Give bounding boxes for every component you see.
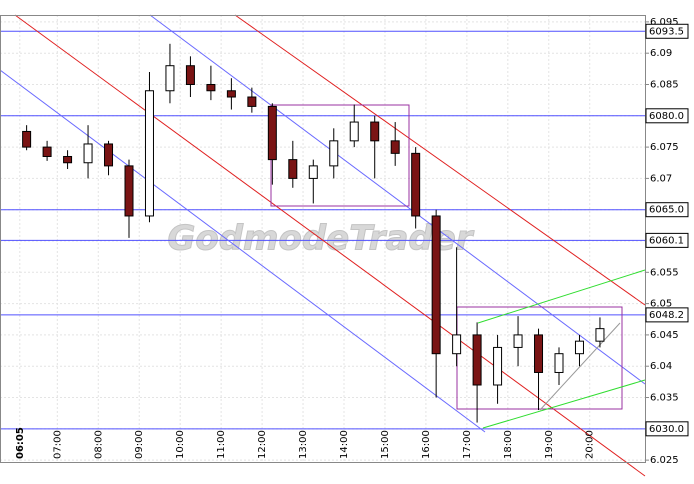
trend-line [477,269,646,324]
candle-body [185,65,195,85]
candle-body [124,165,134,217]
candle-body [370,121,380,142]
candle-body [493,346,503,386]
y-tick-label: 6.095 [650,17,679,28]
candle-body [595,328,605,342]
candle-body [513,334,523,348]
y-tick-label: 6.025 [650,455,679,466]
x-tick-label: 06:05 [15,427,26,459]
x-tick-label: 17:00 [462,430,473,459]
candle-body [104,143,114,167]
level-label: 6065.0 [649,205,684,216]
level-label-box [645,421,689,437]
x-tick-label: 08:00 [93,430,104,459]
y-tick-label: 6.09 [650,48,672,59]
level-label-box [645,23,689,39]
x-tick-label: 09:00 [134,430,145,459]
channel-line [234,14,646,306]
trend-line [482,379,646,429]
level-label-box [645,232,689,248]
candle-body [206,83,216,92]
x-tick-label: 07:00 [52,430,63,459]
level-label-box [645,108,689,124]
candle-body [554,353,564,373]
y-tick-label: 6.035 [650,393,679,404]
channel-line [149,14,646,385]
x-tick-label: 16:00 [421,430,432,459]
x-tick-label: 11:00 [216,430,227,459]
candle-body [472,334,482,386]
candle-body [288,159,298,179]
level-label: 6030.0 [649,424,684,435]
horizontal-lines [0,30,645,430]
candle-body [390,140,400,154]
candle-body [349,121,359,142]
x-tick-label: 12:00 [257,430,268,459]
x-tick-label: 20:00 [585,430,596,459]
channel-line [0,69,486,433]
candle-body [411,152,421,217]
candle-body [144,90,154,217]
y-tick-label: 6.05 [650,299,672,310]
candle-body [22,130,32,148]
x-tick-label: 19:00 [544,430,555,459]
x-tick-label: 15:00 [380,430,391,459]
candle-body [574,340,584,355]
level-label: 6048.2 [649,310,684,321]
y-tick-label: 6.055 [650,267,679,278]
candle-body [534,334,544,373]
candle-body [165,65,175,92]
y-tick-label: 6.04 [650,361,672,372]
labels: 6.0256.036.0356.046.0456.056.0556.066.06… [15,17,689,466]
trend-line [539,322,621,411]
y-tick-label: 6.075 [650,142,679,153]
level-label: 6060.1 [649,235,684,246]
y-tick-label: 6.07 [650,173,672,184]
candle-body [83,143,93,164]
candle-body [247,96,257,107]
candles [22,43,605,423]
x-tick-label: 10:00 [175,430,186,459]
candle-body [63,155,73,164]
candle-body [431,215,441,355]
candle-body [308,165,318,179]
channel-line [14,14,646,477]
level-label: 6093.5 [649,26,684,37]
level-label-box [645,307,689,323]
level-label: 6080.0 [649,111,684,122]
candle-body [267,105,277,161]
x-tick-label: 14:00 [339,430,350,459]
candle-body [329,140,339,167]
candle-body [226,90,236,98]
candle-body [452,334,462,355]
x-tick-label: 13:00 [298,430,309,459]
candle-body [42,146,52,157]
level-label-box [645,202,689,218]
y-tick-label: 6.085 [650,79,679,90]
x-tick-label: 18:00 [503,430,514,459]
y-tick-label: 6.045 [650,330,679,341]
